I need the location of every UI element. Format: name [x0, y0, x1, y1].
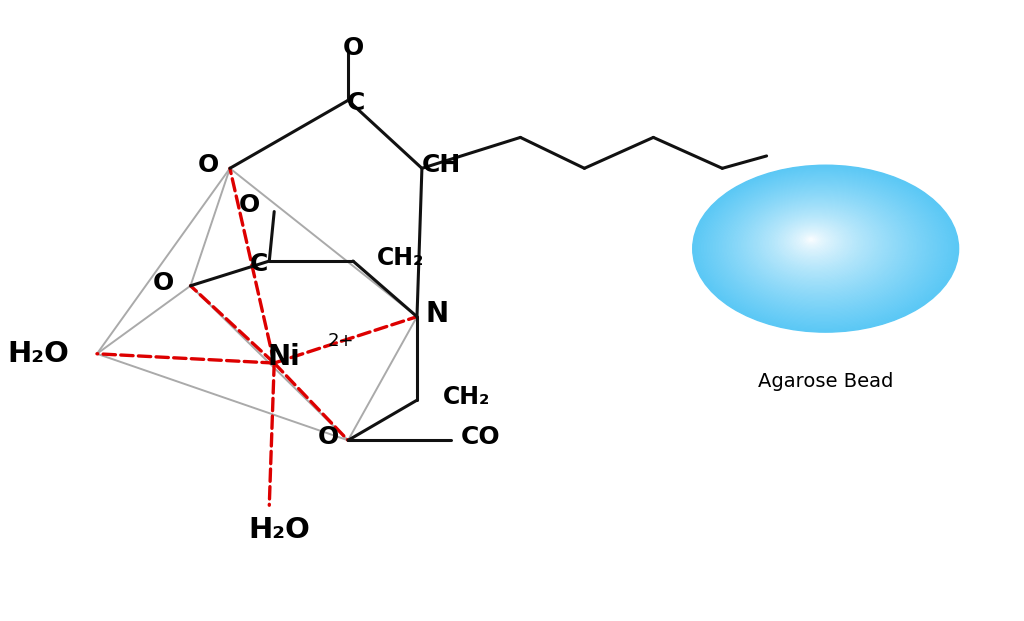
Circle shape	[772, 215, 859, 270]
Circle shape	[754, 203, 883, 284]
Circle shape	[711, 176, 936, 318]
Circle shape	[769, 214, 862, 272]
Text: CH₂: CH₂	[377, 246, 424, 270]
Circle shape	[698, 169, 951, 327]
Circle shape	[719, 182, 926, 311]
Text: O: O	[198, 153, 219, 177]
Text: O: O	[342, 36, 364, 60]
Text: N: N	[425, 299, 449, 328]
Circle shape	[771, 214, 861, 271]
Text: C: C	[347, 91, 366, 116]
Circle shape	[705, 173, 944, 323]
Circle shape	[714, 178, 933, 316]
Circle shape	[764, 210, 870, 276]
Text: CH₂: CH₂	[442, 385, 489, 409]
Circle shape	[743, 197, 896, 292]
Circle shape	[749, 201, 889, 288]
Text: H₂O: H₂O	[7, 340, 70, 368]
Text: O: O	[239, 193, 260, 217]
Circle shape	[768, 212, 864, 273]
Circle shape	[717, 180, 929, 314]
Circle shape	[762, 209, 871, 278]
Circle shape	[785, 224, 843, 259]
Circle shape	[794, 229, 834, 253]
Circle shape	[804, 235, 820, 245]
Text: Ni: Ni	[267, 343, 300, 371]
Text: C: C	[250, 252, 268, 276]
Circle shape	[774, 216, 857, 268]
Circle shape	[757, 205, 880, 283]
Circle shape	[722, 184, 922, 309]
Circle shape	[727, 186, 916, 306]
Circle shape	[735, 192, 905, 299]
Text: 2+: 2+	[328, 332, 354, 350]
Circle shape	[724, 184, 920, 308]
Circle shape	[784, 223, 844, 260]
Text: CO: CO	[461, 425, 501, 449]
Circle shape	[755, 204, 881, 283]
Circle shape	[715, 179, 931, 315]
Circle shape	[805, 236, 818, 244]
Circle shape	[759, 207, 876, 280]
Circle shape	[740, 195, 899, 295]
Text: O: O	[153, 271, 173, 295]
Circle shape	[695, 167, 955, 330]
Circle shape	[807, 237, 816, 243]
Circle shape	[802, 234, 822, 247]
Circle shape	[725, 186, 918, 307]
Circle shape	[730, 188, 912, 303]
Circle shape	[737, 193, 903, 297]
Circle shape	[801, 233, 824, 248]
Circle shape	[732, 190, 908, 301]
Circle shape	[700, 170, 949, 327]
Circle shape	[798, 231, 827, 250]
Circle shape	[788, 225, 839, 257]
Circle shape	[787, 225, 841, 258]
Circle shape	[777, 218, 853, 266]
Circle shape	[751, 201, 887, 287]
Circle shape	[731, 189, 910, 302]
Circle shape	[721, 183, 924, 310]
Circle shape	[728, 188, 914, 304]
Circle shape	[782, 222, 846, 261]
Circle shape	[778, 219, 852, 265]
Circle shape	[692, 165, 958, 332]
Circle shape	[712, 177, 935, 317]
Circle shape	[767, 212, 866, 274]
Text: H₂O: H₂O	[248, 516, 310, 544]
Circle shape	[741, 196, 898, 294]
Circle shape	[796, 230, 829, 251]
Text: CH: CH	[422, 153, 461, 177]
Circle shape	[745, 199, 892, 291]
Circle shape	[709, 175, 938, 319]
Circle shape	[780, 220, 850, 264]
Circle shape	[694, 166, 956, 331]
Circle shape	[708, 175, 940, 320]
Circle shape	[775, 217, 855, 267]
Circle shape	[809, 238, 813, 240]
Circle shape	[703, 172, 946, 324]
Circle shape	[748, 199, 890, 289]
Circle shape	[738, 194, 901, 296]
Circle shape	[765, 211, 868, 275]
Text: O: O	[317, 425, 339, 449]
Circle shape	[781, 221, 848, 263]
Circle shape	[791, 227, 837, 256]
Circle shape	[799, 232, 825, 248]
Circle shape	[744, 197, 894, 292]
Circle shape	[706, 173, 942, 322]
Circle shape	[734, 191, 907, 300]
Circle shape	[795, 229, 831, 252]
Circle shape	[752, 202, 885, 286]
Circle shape	[718, 181, 927, 312]
Circle shape	[701, 171, 947, 325]
Circle shape	[808, 238, 814, 242]
Circle shape	[758, 206, 878, 281]
Text: Agarose Bead: Agarose Bead	[758, 372, 893, 391]
Circle shape	[792, 227, 835, 255]
Circle shape	[761, 208, 873, 279]
Circle shape	[697, 168, 953, 329]
